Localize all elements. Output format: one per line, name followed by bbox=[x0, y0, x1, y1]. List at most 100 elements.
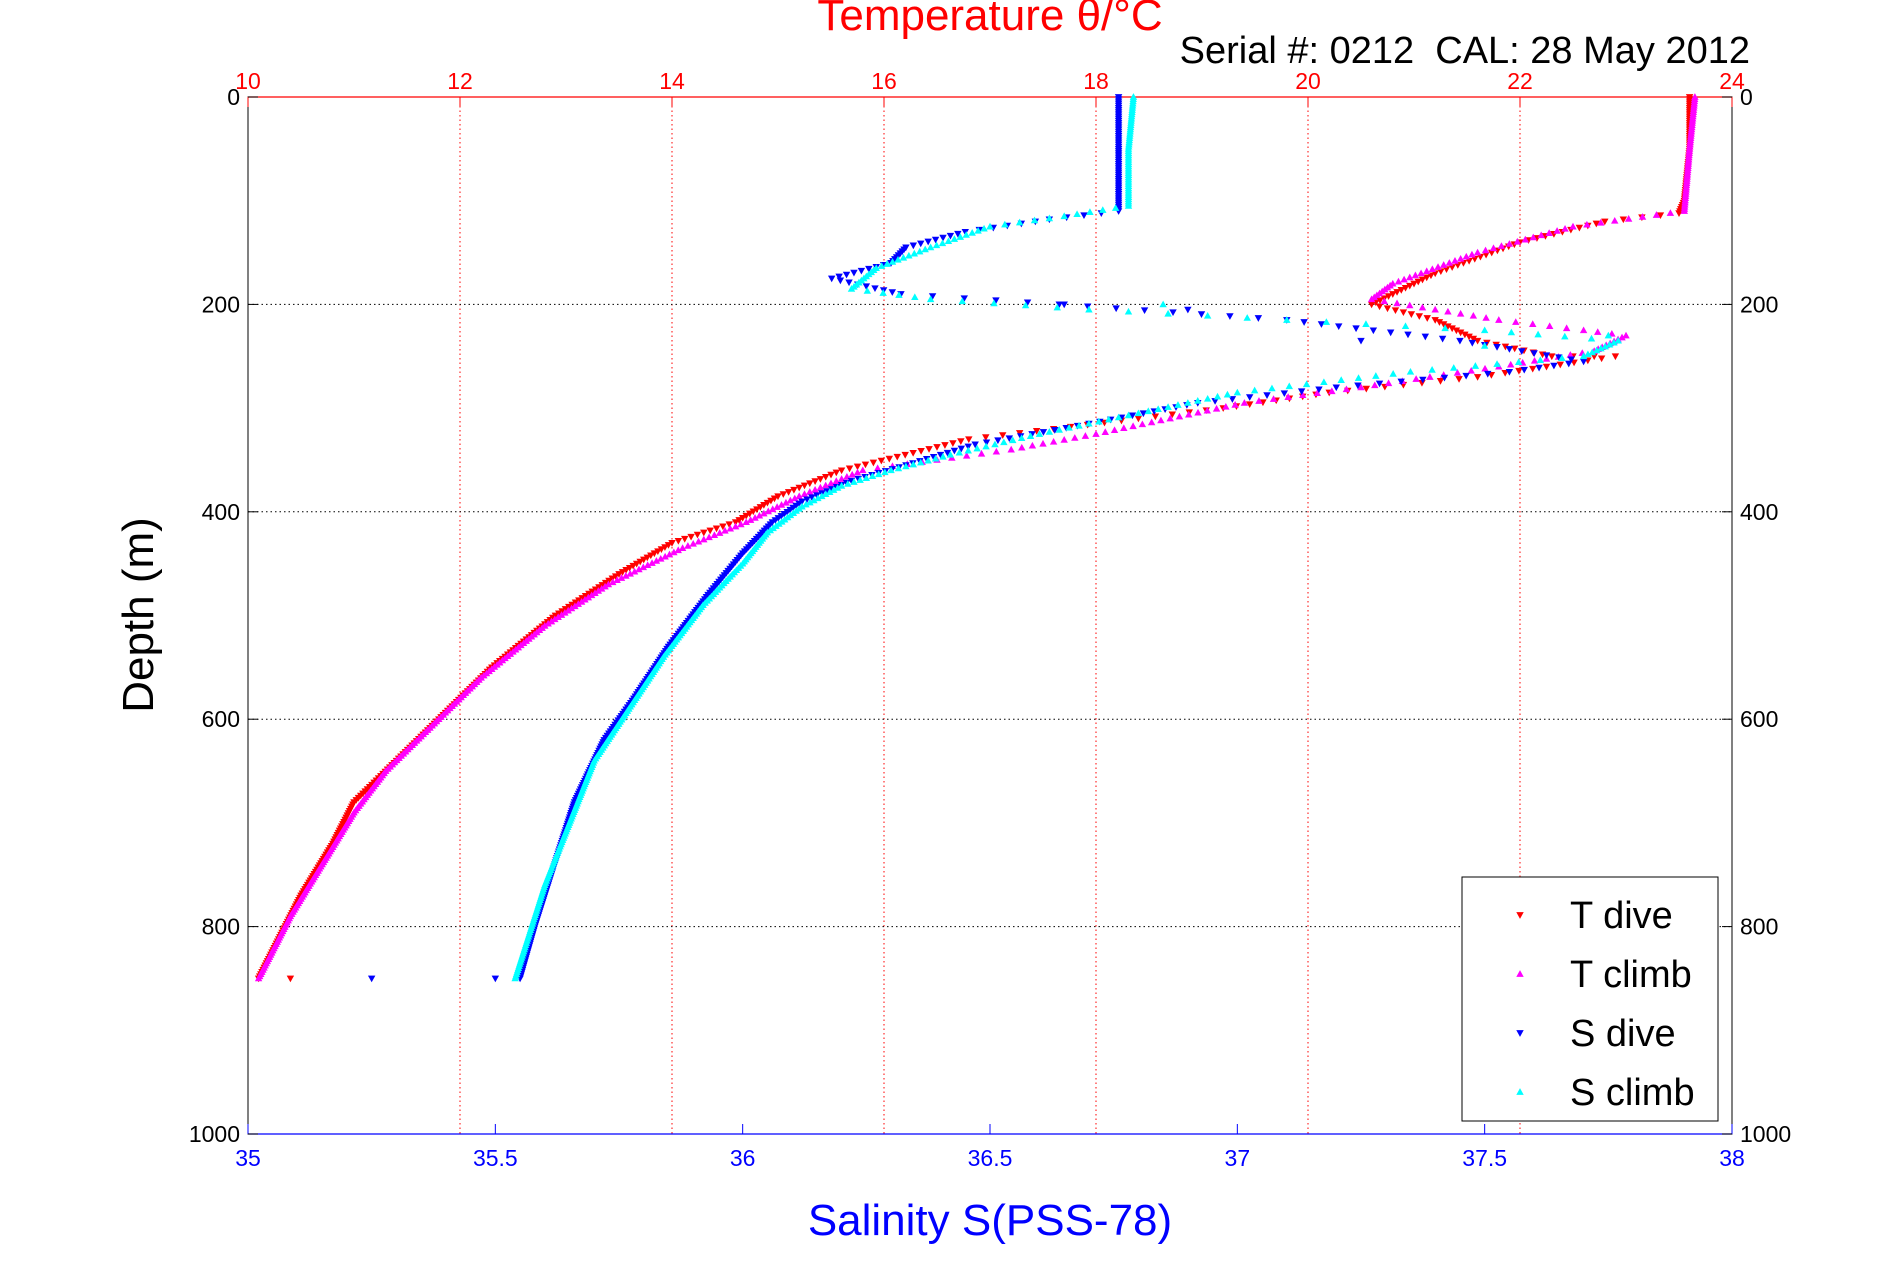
t-dive-point bbox=[779, 491, 788, 498]
legend-label-t-dive: T dive bbox=[1570, 895, 1673, 937]
t-climb-point bbox=[609, 578, 617, 586]
t-climb-point bbox=[604, 580, 613, 588]
t-climb-point bbox=[1562, 324, 1571, 332]
s-dive-outlier-point bbox=[491, 975, 500, 983]
s-climb-point bbox=[911, 293, 919, 301]
s-climb-point bbox=[1302, 380, 1311, 388]
s-climb-point bbox=[1401, 322, 1410, 330]
s-dive-point bbox=[850, 269, 858, 277]
t-climb-point bbox=[1138, 420, 1147, 428]
t-climb-point bbox=[574, 600, 582, 607]
t-climb-point bbox=[1579, 326, 1588, 334]
t-dive-point bbox=[1601, 218, 1609, 226]
s-climb-point bbox=[814, 494, 822, 502]
t-climb-point bbox=[992, 447, 1001, 455]
depth-tick-label-left: 200 bbox=[202, 291, 240, 317]
t-climb-point bbox=[1101, 428, 1109, 435]
s-climb-point bbox=[1406, 367, 1415, 375]
s-climb-point bbox=[874, 470, 883, 478]
s-dive-point bbox=[1438, 335, 1447, 343]
t-dive-point bbox=[800, 482, 809, 490]
s-dive-outlier-point bbox=[367, 975, 376, 983]
s-climb-point bbox=[946, 450, 955, 458]
t-climb-point bbox=[1393, 299, 1401, 307]
salinity-axis-title: Salinity S(PSS-78) bbox=[808, 1196, 1172, 1245]
t-climb-point bbox=[1530, 356, 1539, 364]
t-climb-point bbox=[1412, 375, 1420, 382]
t-climb-point bbox=[1467, 366, 1475, 374]
t-climb-point bbox=[594, 587, 603, 594]
depth-tick-label-left: 400 bbox=[202, 499, 240, 525]
s-climb-point bbox=[1213, 392, 1222, 400]
s-climb-point bbox=[1450, 364, 1458, 371]
t-dive-point bbox=[1529, 365, 1537, 373]
legend-marker-s-climb bbox=[1516, 1088, 1524, 1095]
s-dive-point bbox=[931, 236, 940, 244]
t-climb-point bbox=[1481, 246, 1490, 254]
t-climb-point bbox=[657, 554, 665, 562]
t-dive-point bbox=[837, 467, 846, 475]
legend-marker-t-climb bbox=[1516, 970, 1524, 977]
t-climb-point bbox=[1418, 303, 1427, 311]
t-dive-point bbox=[1399, 309, 1408, 316]
s-climb-point bbox=[990, 299, 998, 307]
t-climb-point bbox=[1212, 404, 1221, 412]
s-climb-point bbox=[909, 460, 918, 468]
t-climb-point bbox=[1497, 242, 1506, 249]
t-climb-point bbox=[848, 470, 856, 478]
s-dive-point bbox=[1369, 327, 1378, 335]
depth-tick-label-left: 1000 bbox=[189, 1121, 240, 1147]
t-dive-point bbox=[687, 533, 695, 541]
t-climb-point bbox=[1194, 408, 1202, 416]
t-climb-point bbox=[652, 557, 661, 564]
legend-marker-s-dive bbox=[1516, 1030, 1524, 1037]
s-climb-point bbox=[1030, 216, 1039, 224]
s-climb-point bbox=[1587, 334, 1596, 342]
t-climb-point bbox=[1255, 397, 1263, 404]
t-dive-point bbox=[806, 480, 814, 488]
t-dive-point bbox=[827, 471, 835, 479]
t-climb-point bbox=[678, 544, 687, 551]
s-dive-point bbox=[950, 447, 959, 455]
data-points bbox=[254, 93, 1699, 983]
t-climb-point bbox=[1456, 309, 1465, 317]
t-climb-point bbox=[1028, 441, 1037, 449]
s-climb-point bbox=[1285, 382, 1293, 390]
t-climb-point bbox=[1394, 277, 1403, 285]
sal-tick-label: 35 bbox=[235, 1145, 261, 1171]
s-climb-point bbox=[1065, 423, 1073, 431]
t-climb-point bbox=[684, 542, 692, 549]
s-climb-point bbox=[932, 241, 941, 249]
s-climb-point bbox=[1194, 397, 1202, 404]
t-climb-point bbox=[1594, 328, 1602, 335]
t-dive-point bbox=[917, 448, 925, 455]
t-climb-point bbox=[1537, 231, 1545, 239]
s-climb-point bbox=[1015, 218, 1024, 226]
s-climb-point bbox=[916, 247, 924, 255]
temp-tick-label: 18 bbox=[1083, 68, 1109, 94]
s-climb-point bbox=[1223, 390, 1232, 398]
t-dive-point bbox=[1151, 413, 1160, 421]
t-climb-point bbox=[1406, 273, 1414, 281]
t-climb-point bbox=[1371, 381, 1379, 389]
temp-tick-label: 16 bbox=[871, 68, 897, 94]
s-climb-point bbox=[1124, 202, 1133, 209]
s-dive-point bbox=[1197, 311, 1206, 318]
t-dive-point bbox=[1375, 303, 1384, 311]
t-climb-point bbox=[1680, 207, 1689, 214]
t-climb-point bbox=[1269, 395, 1278, 402]
s-dive-point bbox=[857, 267, 866, 275]
s-climb-point bbox=[902, 462, 910, 470]
depth-tick-label-right: 200 bbox=[1740, 291, 1778, 317]
t-dive-point bbox=[700, 529, 708, 537]
s-climb-point bbox=[1073, 210, 1081, 218]
s-climb-point bbox=[1026, 432, 1035, 439]
t-climb-point bbox=[630, 567, 639, 575]
t-climb-point bbox=[1039, 439, 1047, 447]
t-climb-point bbox=[768, 505, 777, 513]
t-dive-point bbox=[1391, 307, 1400, 315]
t-dive-point bbox=[1134, 415, 1143, 423]
t-dive-point bbox=[1473, 374, 1482, 381]
s-climb-point bbox=[1441, 324, 1449, 332]
s-climb-point bbox=[833, 484, 842, 491]
